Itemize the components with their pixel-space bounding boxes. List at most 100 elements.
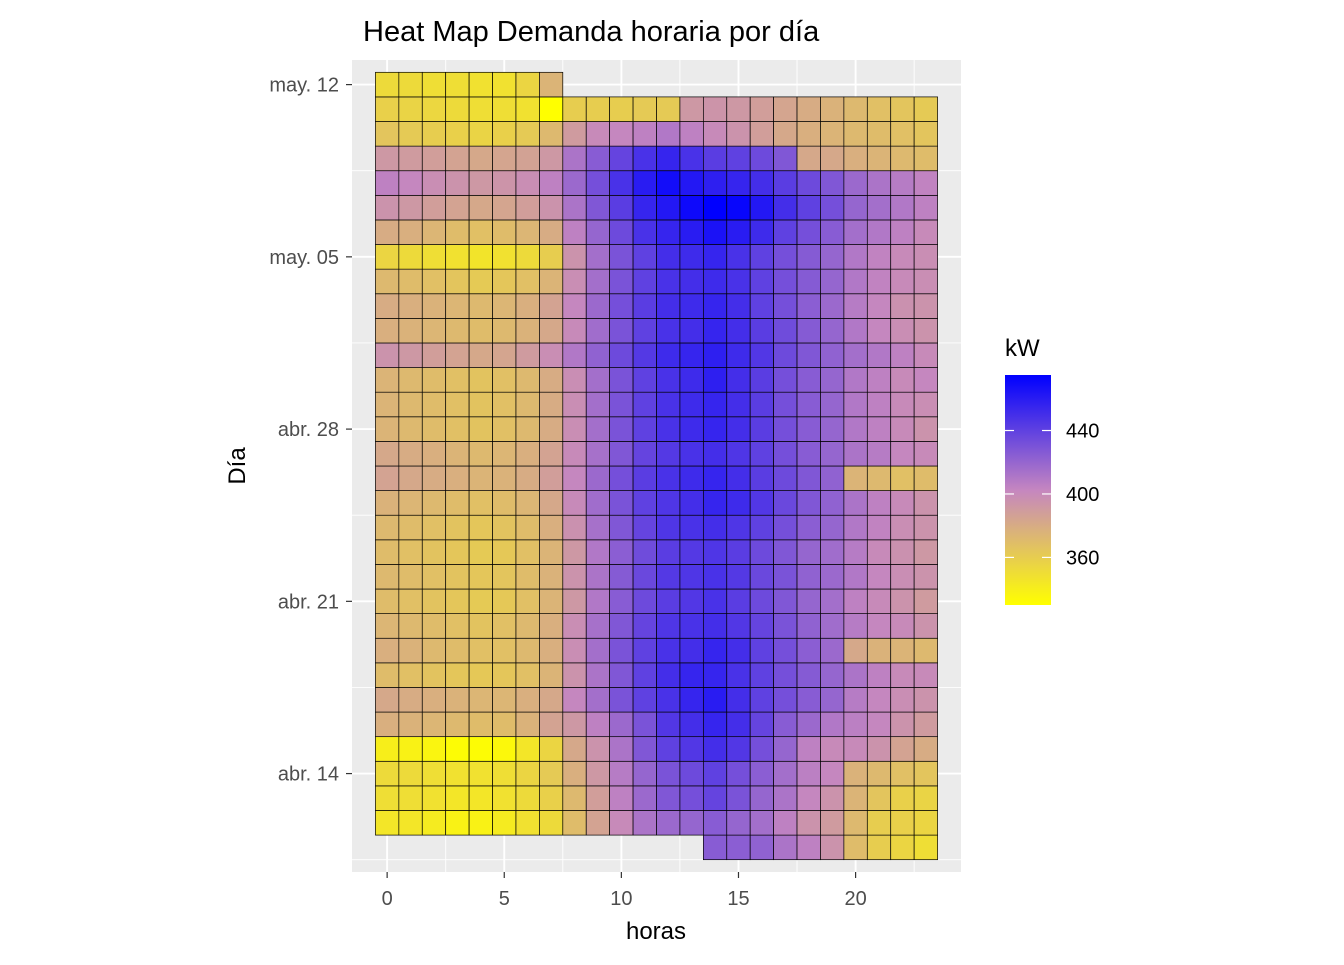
heatmap-tile — [702, 490, 728, 516]
heatmap-tile — [609, 564, 634, 590]
heatmap-tile — [421, 342, 447, 368]
heatmap-tile — [913, 96, 938, 122]
heatmap-tile — [866, 194, 892, 221]
heatmap-tile — [375, 588, 400, 614]
heatmap-tile — [866, 736, 892, 762]
heatmap-tile — [913, 736, 938, 762]
heatmap-tile — [913, 834, 938, 861]
heatmap-tile — [398, 194, 423, 221]
heatmap-tile — [585, 367, 611, 393]
heatmap-tile — [749, 121, 774, 147]
heatmap-tile — [820, 711, 845, 738]
heatmap-tile — [421, 760, 447, 787]
heatmap-tile — [913, 244, 938, 270]
heatmap-tile — [749, 145, 774, 172]
heatmap-tile — [515, 514, 540, 541]
heatmap-tile — [890, 318, 915, 344]
heatmap-tile — [539, 613, 564, 639]
heatmap-tile — [866, 268, 892, 295]
heatmap-tile — [445, 194, 470, 221]
heatmap-tile — [796, 367, 821, 393]
heatmap-tile — [609, 194, 634, 221]
heatmap-tile — [515, 711, 540, 738]
heatmap-tile — [515, 391, 540, 418]
heatmap-tile — [749, 293, 774, 319]
heatmap-tile — [562, 170, 587, 196]
heatmap-tile — [796, 342, 821, 368]
heatmap-tile — [913, 613, 938, 639]
heatmap-tile — [398, 588, 423, 614]
heatmap-tile — [492, 810, 517, 836]
heatmap-tile — [585, 121, 611, 147]
heatmap-tile — [820, 170, 845, 196]
heatmap-tile — [890, 834, 915, 861]
heatmap-tile — [773, 834, 798, 861]
heatmap-tile — [726, 465, 751, 491]
heatmap-tile — [375, 564, 400, 590]
heatmap-tile — [515, 588, 540, 614]
heatmap-tile — [515, 613, 540, 639]
heatmap-tile — [913, 121, 938, 147]
heatmap-tile — [796, 810, 821, 836]
heatmap-tile — [398, 170, 423, 196]
heatmap-tile — [679, 367, 704, 393]
heatmap-tile — [515, 194, 540, 221]
heatmap-tile — [398, 760, 423, 787]
heatmap-tile — [421, 613, 447, 639]
heatmap-tile — [562, 268, 587, 295]
heatmap-tile — [445, 465, 470, 491]
y-tick-label: may. 05 — [269, 247, 339, 269]
heatmap-tile — [585, 490, 611, 516]
heatmap-tile — [890, 121, 915, 147]
heatmap-tile — [515, 564, 540, 590]
heatmap-tile — [843, 268, 868, 295]
heatmap-tile — [773, 170, 798, 196]
heatmap-tile — [843, 514, 868, 541]
heatmap-tile — [375, 687, 400, 713]
heatmap-tile — [609, 637, 634, 664]
heatmap-tile — [843, 219, 868, 245]
heatmap-tile — [749, 834, 774, 861]
heatmap-tile — [726, 490, 751, 516]
heatmap-tile — [421, 736, 447, 762]
heatmap-tile — [375, 342, 400, 368]
heatmap-tile — [773, 293, 798, 319]
heatmap-tile — [468, 244, 493, 270]
heatmap-tile — [585, 810, 611, 836]
heatmap-tile — [913, 268, 938, 295]
heatmap-tile — [702, 441, 728, 467]
heatmap-tile — [843, 96, 868, 122]
heatmap-tile — [632, 785, 657, 811]
heatmap-tile — [749, 367, 774, 393]
heatmap-tile — [585, 637, 611, 664]
heatmap-tile — [421, 194, 447, 221]
heatmap-tile — [445, 662, 470, 688]
heatmap-tile — [609, 121, 634, 147]
heatmap-tile — [585, 711, 611, 738]
heatmap-tile — [515, 268, 540, 295]
heatmap-tile — [421, 662, 447, 688]
heatmap-tile — [515, 219, 540, 245]
heatmap-tile — [843, 810, 868, 836]
heatmap-tile — [913, 194, 938, 221]
heatmap-tile — [609, 145, 634, 172]
heatmap-tile — [796, 613, 821, 639]
heatmap-tile — [585, 170, 611, 196]
heatmap-tile — [820, 219, 845, 245]
heatmap-tile — [773, 318, 798, 344]
x-tick-label: 5 — [499, 888, 510, 910]
heatmap-tile — [445, 244, 470, 270]
heatmap-tile — [749, 736, 774, 762]
heatmap-tile — [492, 588, 517, 614]
heatmap-tile — [656, 441, 681, 467]
heatmap-tile — [679, 342, 704, 368]
heatmap-tile — [656, 465, 681, 491]
heatmap-tile — [398, 391, 423, 418]
heatmap-tile — [820, 810, 845, 836]
heatmap-tile — [609, 219, 634, 245]
heatmap-tile — [913, 219, 938, 245]
heatmap-tile — [749, 662, 774, 688]
heatmap-tile — [890, 760, 915, 787]
heatmap-tile — [656, 490, 681, 516]
